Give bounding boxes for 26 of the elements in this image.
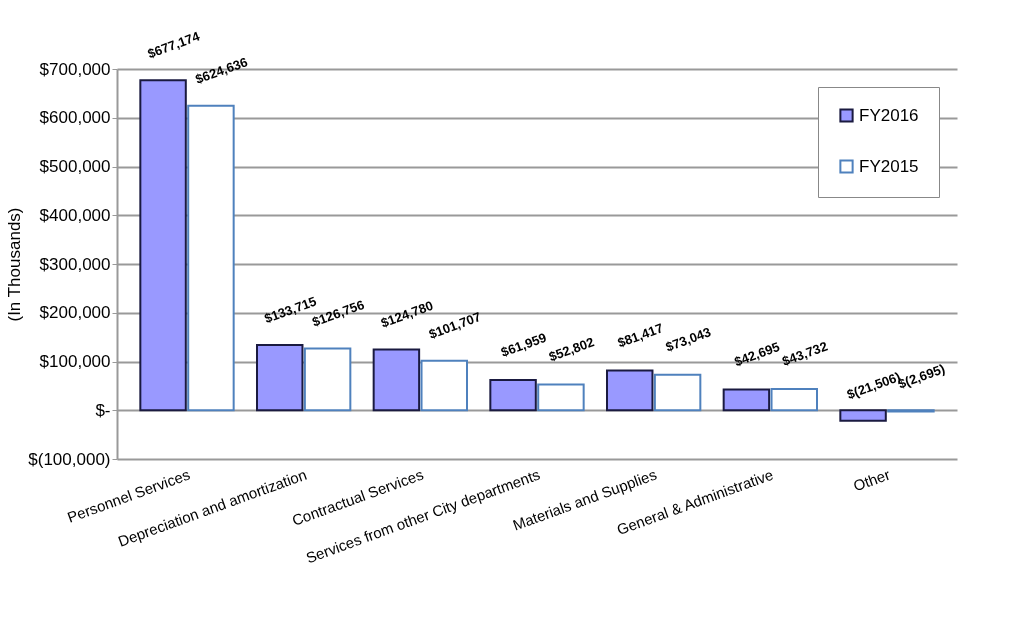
- y-tick-label: $500,000: [39, 157, 111, 176]
- bar: [139, 79, 187, 412]
- y-tick-label: $(100,000): [28, 449, 111, 469]
- legend-label: FY2016: [859, 105, 919, 125]
- bar: [653, 373, 702, 412]
- bar: [722, 388, 771, 412]
- y-tick-label: $200,000: [39, 303, 111, 323]
- bar: [606, 369, 654, 412]
- y-tick-label: $600,000: [39, 108, 111, 128]
- bar: [303, 347, 352, 412]
- y-tick-label: $100,000: [39, 352, 111, 371]
- x-tick-label: Other: [851, 465, 893, 495]
- bar: [187, 104, 235, 412]
- bar: [489, 379, 537, 412]
- bar: [770, 387, 818, 412]
- y-tick-label: $-: [95, 400, 111, 420]
- y-tick-label: $400,000: [39, 205, 111, 225]
- bar: [839, 409, 887, 422]
- bar: [372, 348, 421, 412]
- y-tick-label: $700,000: [39, 59, 111, 79]
- y-tick-label: $300,000: [39, 254, 111, 274]
- y-axis-title: (In Thousands): [5, 207, 25, 322]
- bar: [537, 383, 585, 412]
- bar: [256, 344, 304, 412]
- legend-label: FY2015: [859, 156, 919, 176]
- bar: [420, 359, 468, 412]
